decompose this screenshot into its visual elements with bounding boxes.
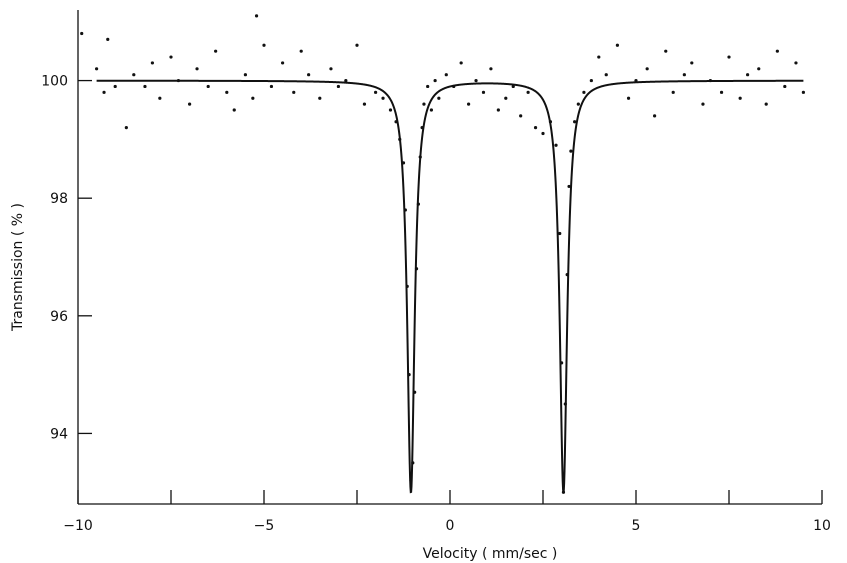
data-point bbox=[102, 90, 106, 94]
data-point bbox=[329, 67, 333, 71]
y-axis-label: Transmission ( % ) bbox=[10, 203, 26, 332]
data-point bbox=[381, 96, 385, 100]
data-point bbox=[355, 43, 359, 47]
y-tick-label: 98 bbox=[50, 191, 68, 207]
data-point bbox=[262, 43, 266, 47]
data-point bbox=[113, 84, 117, 89]
data-point bbox=[671, 90, 675, 94]
data-point bbox=[626, 96, 631, 100]
data-point bbox=[489, 67, 493, 71]
data-point bbox=[757, 67, 761, 71]
data-point bbox=[467, 102, 471, 106]
data-point bbox=[95, 67, 99, 71]
data-point bbox=[653, 114, 657, 118]
data-point bbox=[582, 90, 586, 94]
data-point bbox=[188, 102, 192, 106]
x-tick-label: −10 bbox=[63, 518, 93, 534]
data-point bbox=[269, 84, 274, 89]
data-point bbox=[281, 61, 285, 65]
data-point bbox=[124, 126, 128, 130]
data-point bbox=[243, 73, 247, 77]
data-point bbox=[292, 90, 296, 94]
data-point bbox=[195, 67, 199, 71]
data-point bbox=[106, 37, 110, 42]
data-point bbox=[504, 96, 508, 100]
data-point bbox=[344, 78, 348, 83]
data-point bbox=[701, 102, 705, 106]
y-tick-label: 94 bbox=[50, 426, 68, 442]
data-point bbox=[426, 84, 430, 89]
data-point bbox=[569, 149, 573, 153]
y-tick-label: 96 bbox=[50, 309, 68, 325]
data-point bbox=[150, 61, 154, 65]
data-point bbox=[727, 55, 731, 59]
data-point bbox=[746, 73, 750, 77]
data-point bbox=[374, 90, 378, 94]
data-point bbox=[690, 61, 694, 65]
data-points bbox=[80, 14, 806, 494]
data-point bbox=[664, 49, 668, 53]
data-point bbox=[615, 43, 620, 47]
data-point bbox=[251, 96, 255, 100]
y-tick-label: 100 bbox=[41, 74, 68, 90]
data-point bbox=[444, 73, 448, 77]
data-point bbox=[775, 49, 779, 53]
data-point bbox=[214, 49, 218, 53]
data-point bbox=[567, 184, 571, 189]
data-point bbox=[225, 90, 229, 94]
data-point bbox=[232, 108, 236, 112]
y-axis-ticks: 94 96 98 100 bbox=[41, 74, 92, 442]
data-point bbox=[519, 114, 523, 118]
data-point bbox=[558, 231, 562, 236]
data-point bbox=[589, 78, 593, 83]
x-tick-label: −5 bbox=[254, 518, 275, 534]
data-point bbox=[764, 102, 768, 106]
data-point bbox=[576, 102, 580, 106]
data-point bbox=[801, 90, 806, 94]
data-point bbox=[143, 84, 147, 89]
data-point bbox=[738, 96, 742, 100]
data-point bbox=[388, 108, 393, 112]
data-point bbox=[682, 73, 686, 77]
fitted-curve bbox=[96, 79, 804, 494]
data-point bbox=[481, 90, 486, 94]
data-point bbox=[794, 61, 798, 65]
data-point bbox=[783, 84, 787, 89]
data-point bbox=[422, 102, 426, 106]
data-point bbox=[336, 84, 340, 89]
data-point bbox=[474, 78, 478, 83]
data-point bbox=[299, 49, 303, 53]
data-point bbox=[719, 90, 724, 94]
data-point bbox=[433, 78, 437, 83]
data-point bbox=[169, 55, 173, 59]
data-point bbox=[645, 67, 649, 71]
plot-area bbox=[80, 14, 806, 494]
x-tick-label: 0 bbox=[446, 518, 455, 534]
data-point bbox=[541, 131, 545, 136]
x-tick-label: 5 bbox=[632, 518, 641, 534]
data-point bbox=[459, 61, 463, 65]
data-point bbox=[533, 126, 538, 130]
data-point bbox=[318, 96, 322, 100]
x-tick-label: 10 bbox=[813, 518, 831, 534]
data-point bbox=[429, 108, 433, 112]
data-point bbox=[132, 73, 136, 77]
data-point bbox=[307, 73, 311, 77]
data-point bbox=[597, 55, 601, 59]
data-point bbox=[604, 73, 608, 77]
data-point bbox=[158, 96, 162, 100]
x-axis-ticks: −10 −5 0 5 10 bbox=[63, 490, 831, 534]
data-point bbox=[526, 90, 530, 94]
data-point bbox=[554, 143, 558, 147]
data-point bbox=[362, 102, 367, 106]
data-point bbox=[254, 14, 259, 18]
data-point bbox=[206, 84, 210, 89]
x-axis-label: Velocity ( mm/sec ) bbox=[423, 546, 558, 562]
data-point bbox=[496, 108, 500, 112]
data-point bbox=[437, 96, 441, 100]
data-point bbox=[573, 120, 577, 124]
data-point bbox=[80, 31, 84, 36]
